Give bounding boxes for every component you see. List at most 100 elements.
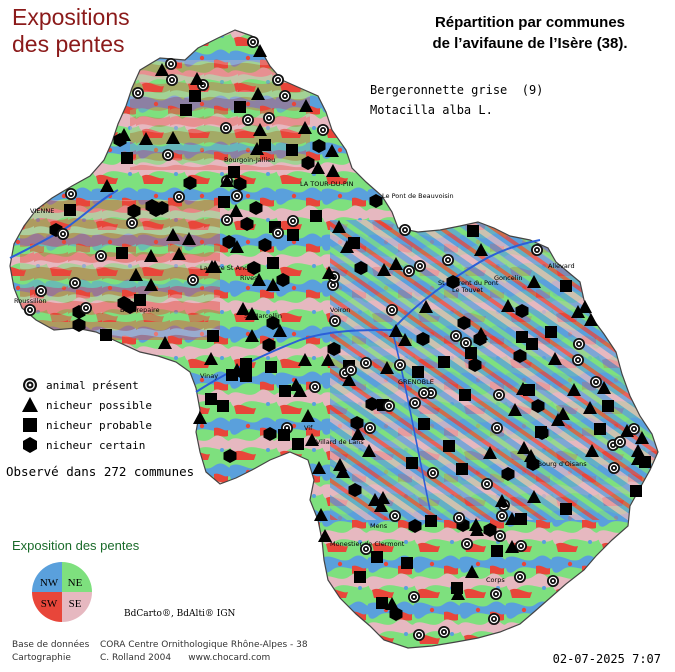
marker-nicheur-probable xyxy=(594,423,606,435)
legend-label-probable: nicheur probable xyxy=(46,418,152,432)
marker-nicheur-possible xyxy=(220,174,234,187)
marker-nicheur-possible xyxy=(166,131,180,144)
marker-nicheur-certain xyxy=(149,203,163,217)
marker-nicheur-possible xyxy=(389,324,403,337)
marker-nicheur-probable xyxy=(116,247,128,259)
town-label: Goncelin xyxy=(494,274,522,282)
marker-animal-present xyxy=(394,359,406,371)
marker-nicheur-certain xyxy=(350,416,364,430)
marker-nicheur-possible xyxy=(289,378,303,391)
town-label: Corps xyxy=(486,576,505,584)
marker-animal-present xyxy=(442,254,454,266)
marker-nicheur-probable xyxy=(292,438,304,450)
town-label: La Côte St André xyxy=(200,264,255,272)
marker-animal-present xyxy=(399,224,411,236)
marker-animal-present xyxy=(413,629,425,641)
marker-animal-present xyxy=(132,87,144,99)
marker-nicheur-possible xyxy=(398,333,412,346)
marker-nicheur-probable xyxy=(226,369,238,381)
marker-nicheur-possible xyxy=(129,268,143,281)
marker-nicheur-possible xyxy=(551,413,565,426)
marker-nicheur-certain xyxy=(473,332,487,346)
marker-nicheur-possible xyxy=(322,266,336,279)
marker-nicheur-possible xyxy=(505,540,519,553)
marker-animal-present xyxy=(126,217,138,229)
marker-nicheur-certain xyxy=(526,457,540,471)
triangle-marker-icon xyxy=(22,397,38,412)
marker-nicheur-probable xyxy=(180,104,192,116)
marker-nicheur-probable xyxy=(526,338,538,350)
marker-nicheur-certain xyxy=(408,519,422,533)
marker-animal-present xyxy=(263,112,275,124)
marker-nicheur-certain xyxy=(354,261,368,275)
town-label: St Marcellin xyxy=(244,312,282,320)
marker-animal-present xyxy=(287,215,299,227)
marker-nicheur-probable xyxy=(515,513,527,525)
marker-animal-present xyxy=(162,149,174,161)
compass-label-nw: NW xyxy=(40,577,59,589)
marker-nicheur-certain xyxy=(301,156,315,170)
marker-nicheur-possible xyxy=(205,260,219,273)
marker-nicheur-probable xyxy=(630,485,642,497)
marker-nicheur-possible xyxy=(144,249,158,262)
marker-nicheur-possible xyxy=(250,142,264,155)
town-label: Voiron xyxy=(330,306,350,314)
marker-nicheur-probable xyxy=(376,597,388,609)
marker-nicheur-certain xyxy=(113,133,127,147)
marker-nicheur-possible xyxy=(190,72,204,85)
compass-ne xyxy=(62,562,92,592)
marker-nicheur-probable xyxy=(278,429,290,441)
marker-animal-present xyxy=(279,90,291,102)
marker-nicheur-probable xyxy=(516,331,528,343)
marker-nicheur-probable xyxy=(218,196,230,208)
marker-nicheur-certain xyxy=(457,316,471,330)
marker-nicheur-possible xyxy=(305,433,319,446)
marker-animal-present xyxy=(65,188,77,200)
marker-nicheur-probable xyxy=(438,356,450,368)
hexagon-marker-icon xyxy=(23,437,37,453)
title-line-2: des pentes xyxy=(12,31,125,57)
marker-nicheur-possible xyxy=(172,247,186,260)
marker-nicheur-certain xyxy=(247,261,261,275)
marker-nicheur-possible xyxy=(166,228,180,241)
ign-credit: BdCarto®, BdAlti® IGN xyxy=(124,609,236,619)
distribution-heading: Répartition par communes de l’avifaune d… xyxy=(400,12,660,54)
footer-carto-value: C. Rolland 2004 www.chocard.com xyxy=(100,653,271,663)
marker-nicheur-possible xyxy=(340,240,354,253)
marker-animal-present xyxy=(309,381,321,393)
marker-animal-present xyxy=(360,543,372,555)
marker-nicheur-certain xyxy=(312,139,326,153)
marker-nicheur-probable xyxy=(100,329,112,341)
marker-animal-present xyxy=(173,191,185,203)
legend-item-present: animal présent xyxy=(20,375,152,395)
exposition-title: Exposition des pentes xyxy=(12,538,140,553)
marker-animal-present xyxy=(360,357,372,369)
marker-nicheur-possible xyxy=(236,302,250,315)
marker-nicheur-certain xyxy=(233,177,247,191)
marker-animal-present xyxy=(547,575,559,587)
footer-db-value: CORA Centre Ornithologique Rhône-Alpes -… xyxy=(100,640,308,650)
marker-nicheur-certain xyxy=(240,217,254,231)
marker-animal-present xyxy=(95,250,107,262)
marker-nicheur-possible xyxy=(245,329,259,342)
marker-animal-present xyxy=(403,265,415,277)
marker-nicheur-probable xyxy=(189,90,201,102)
marker-nicheur-possible xyxy=(585,444,599,457)
town-label: Mens xyxy=(370,522,388,530)
heading-line-1: Répartition par communes xyxy=(434,14,626,31)
marker-nicheur-certain xyxy=(348,483,362,497)
marker-animal-present xyxy=(572,354,584,366)
legend-item-probable: nicheur probable xyxy=(20,415,152,435)
marker-animal-present xyxy=(345,364,357,376)
marker-nicheur-possible xyxy=(584,313,598,326)
marker-nicheur-certain xyxy=(249,201,263,215)
marker-nicheur-possible xyxy=(299,99,313,112)
marker-nicheur-certain xyxy=(513,349,527,363)
marker-nicheur-possible xyxy=(483,446,497,459)
marker-nicheur-possible xyxy=(376,491,390,504)
marker-nicheur-probable xyxy=(259,139,271,151)
marker-nicheur-possible xyxy=(318,529,332,542)
marker-nicheur-possible xyxy=(571,305,585,318)
marker-nicheur-probable xyxy=(240,370,252,382)
